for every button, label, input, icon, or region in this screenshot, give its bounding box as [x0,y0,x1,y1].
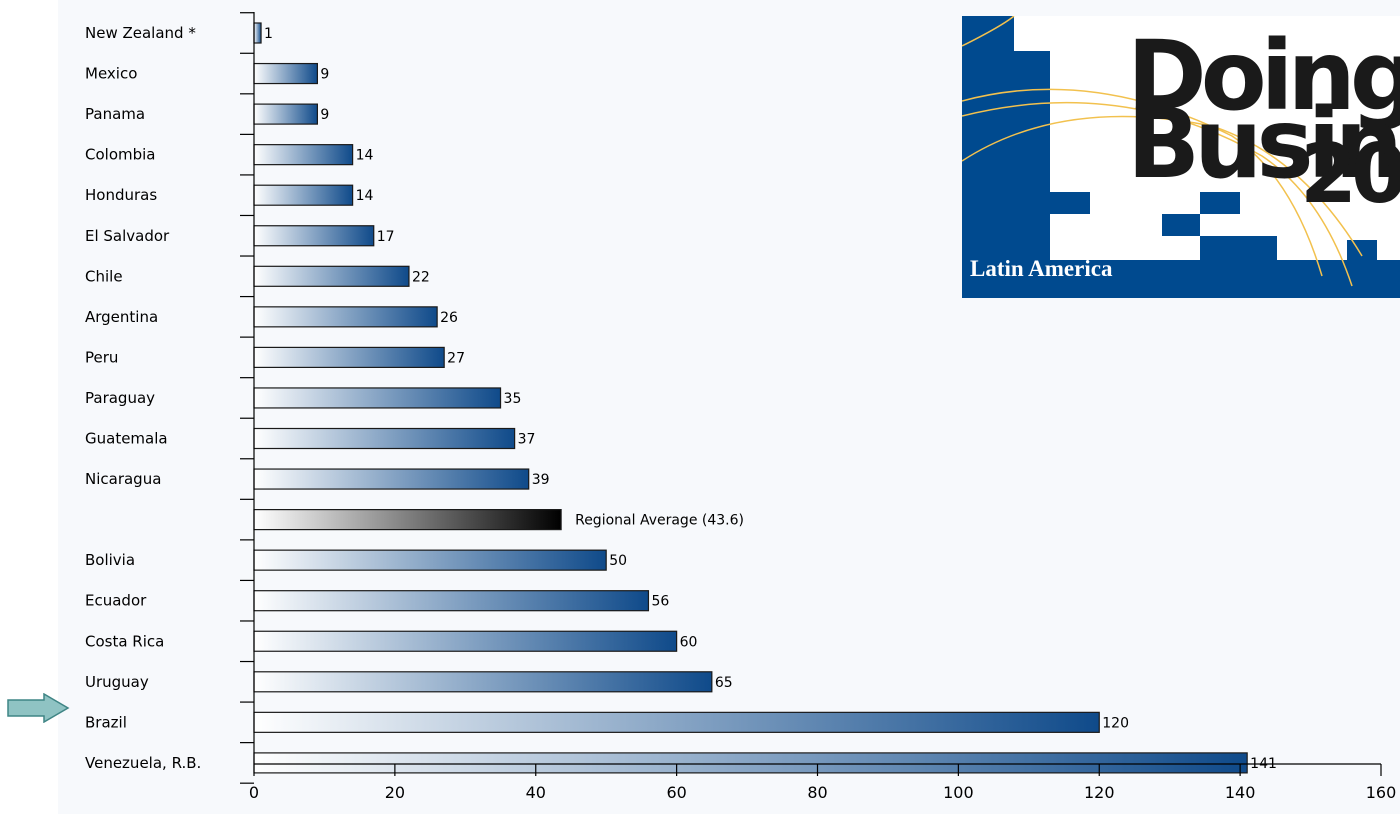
value-label: 60 [680,634,698,650]
regional-average-label: Regional Average (43.6) [575,513,744,529]
value-label: 56 [651,594,669,610]
category-label: Panama [85,105,145,123]
logo-region-label: Latin America [970,256,1113,281]
bar [253,22,262,44]
bar [253,225,375,247]
x-tick-label: 20 [385,783,405,802]
bar [253,346,445,368]
bar [253,711,1100,733]
logo-word-doing: Doing [1127,20,1400,132]
value-label: 1 [264,26,273,42]
bar [253,103,318,125]
value-label: 35 [504,391,522,407]
category-label: Mexico [85,65,137,83]
logo-background [962,16,1400,298]
value-label: 50 [609,553,627,569]
x-tick-label: 160 [1366,783,1397,802]
bar [253,184,354,206]
category-label: New Zealand * [85,24,196,42]
logo-year: 20 [1300,127,1400,222]
bar [253,265,410,287]
x-tick-label: 100 [943,783,974,802]
x-tick-label: 0 [249,783,259,802]
category-label: Guatemala [85,430,168,448]
category-label: El Salvador [85,227,170,245]
bar [253,752,1248,774]
x-tick-label: 60 [666,783,686,802]
value-label: 39 [532,472,550,488]
value-label: 9 [320,67,329,83]
category-label: Nicaragua [85,470,161,488]
value-label: 17 [377,229,395,245]
category-label: Chile [85,267,123,285]
bar [253,549,607,571]
value-label: 14 [356,148,374,164]
category-label: Colombia [85,146,156,164]
category-label: Venezuela, R.B. [85,754,201,772]
category-label: Uruguay [85,673,149,691]
value-label: 22 [412,269,430,285]
doing-business-logo: Doing Business 20 Latin America [962,16,1400,298]
x-tick-label: 120 [1084,783,1115,802]
bar [253,590,650,612]
logo-word-business: Business [1127,88,1400,200]
highlight-arrow-icon [7,693,70,723]
value-label: 65 [715,675,733,691]
x-tick-label: 40 [526,783,546,802]
x-tick-label: 140 [1225,783,1256,802]
bar [253,306,438,328]
bar [253,671,713,693]
category-label: Peru [85,348,118,366]
bar-chart: New Zealand * 1 Mexico 9 Panama 9 Colombia 14 Ho… [85,12,1397,802]
category-label: Brazil [85,713,127,731]
category-label: Costa Rica [85,632,164,650]
x-tick-label: 80 [807,783,827,802]
category-label: Bolivia [85,551,135,569]
bar [253,427,516,450]
value-label: 27 [447,350,465,366]
category-label: Honduras [85,186,157,204]
category-label: Argentina [85,308,158,326]
regional-average-bar [253,509,562,531]
bar [253,468,530,490]
bar [253,630,678,652]
value-label: 14 [356,188,374,204]
value-label: 37 [518,432,536,448]
bar [253,387,502,409]
value-label: 26 [440,310,458,326]
value-label: 120 [1102,715,1129,731]
category-label: Paraguay [85,389,155,407]
bar [253,62,318,85]
bar [253,144,354,166]
value-label: 9 [320,107,329,123]
category-label: Ecuador [85,592,147,610]
